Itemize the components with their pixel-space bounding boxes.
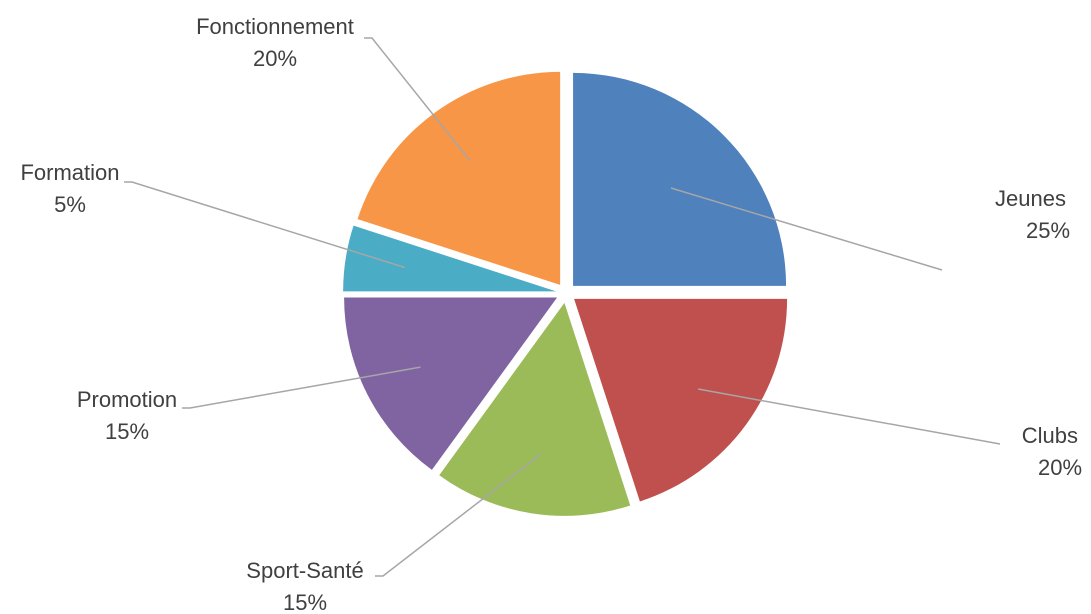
slice-value-sport-sante: 15% [283, 590, 327, 614]
pie-slice-jeunes [573, 72, 787, 286]
pie-slice-formation [343, 225, 557, 292]
pie-slice-sport-sante [439, 302, 631, 516]
slice-label-clubs: Clubs [1022, 423, 1078, 448]
leader-lines-layer [124, 37, 1001, 577]
slice-label-sport-sante: Sport-Santé [246, 558, 363, 583]
slice-value-formation: 5% [54, 192, 86, 217]
slices-layer [343, 71, 788, 516]
leader-line-promotion [182, 366, 421, 409]
slice-label-formation: Formation [20, 160, 119, 185]
leader-line-sport-sante [375, 453, 541, 577]
pie-slice-fonctionnement [357, 71, 561, 285]
slice-value-promotion: 15% [105, 419, 149, 444]
leader-line-clubs [698, 388, 1001, 445]
labels-layer: Jeunes 25% Clubs 20% Sport-Santé 15% Promotion… [20, 14, 1082, 614]
slice-value-clubs: 20% [1038, 455, 1082, 480]
leader-line-jeunes [670, 187, 943, 271]
pie-slice-clubs [574, 298, 788, 502]
slice-value-jeunes: 25% [1026, 218, 1070, 243]
leader-line-fonctionnement [364, 37, 471, 162]
slice-label-jeunes: Jeunes [995, 186, 1066, 211]
leader-line-formation [124, 181, 405, 269]
slice-label-fonctionnement: Fonctionnement [196, 14, 354, 39]
slice-label-promotion: Promotion [77, 387, 177, 412]
pie-slice-promotion [344, 297, 558, 470]
slice-value-fonctionnement: 20% [253, 46, 297, 71]
